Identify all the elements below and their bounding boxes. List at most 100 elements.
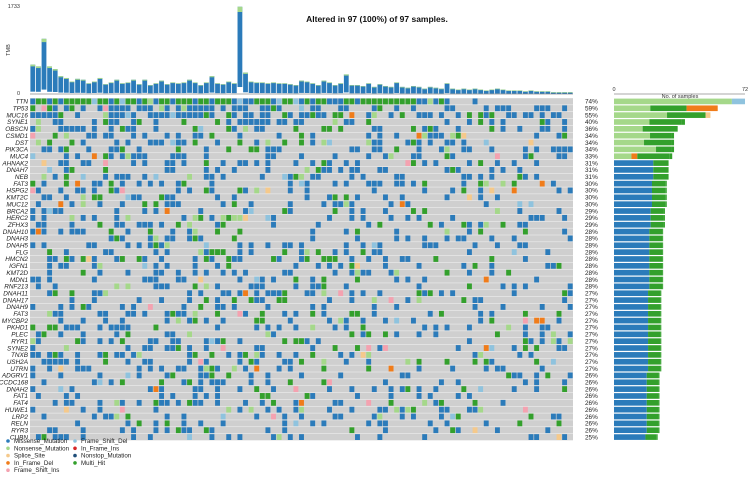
mutation-cell: [63, 146, 69, 153]
mutation-cell: [259, 276, 265, 283]
tmb-bar: [411, 85, 416, 94]
mutation-cell: [394, 406, 400, 413]
mutation-cell: [360, 331, 366, 338]
mutation-cell: [562, 290, 568, 297]
mutation-cell: [276, 105, 282, 112]
mutation-cell: [103, 317, 109, 324]
tmb-bar-cap: [282, 83, 288, 84]
mutation-cell: [271, 256, 276, 262]
side-bar-segment: [658, 400, 660, 406]
mutation-cell: [52, 324, 58, 331]
side-bar-segment: [614, 338, 649, 344]
mutation-cell: [265, 290, 271, 297]
tmb-bar-cap: [461, 88, 467, 90]
mutation-cell: [75, 125, 81, 132]
mutation-cell: [231, 214, 237, 221]
mutation-cell: [80, 317, 86, 324]
tmb-bar-cap: [511, 90, 517, 92]
mutation-cell: [327, 256, 332, 262]
mutation-cell: [58, 310, 64, 317]
mutation-cell: [30, 132, 36, 139]
mutation-cell: [187, 317, 192, 324]
mutation-cell: [461, 297, 467, 303]
mutation-cell: [405, 297, 411, 303]
mutation-cell: [35, 276, 41, 283]
mutation-cell: [534, 434, 540, 440]
mutation-cell: [181, 98, 187, 105]
mutation-cell: [41, 180, 47, 187]
tmb-bar-cap: [248, 81, 254, 83]
side-bar-segment: [648, 352, 661, 358]
mutation-cell: [198, 420, 204, 427]
mutation-cell: [164, 249, 170, 256]
mutation-cell: [293, 351, 299, 358]
mutation-cell: [304, 187, 310, 194]
mutation-cell: [360, 324, 366, 331]
mutation-cell: [80, 160, 86, 166]
mutation-cell: [483, 221, 489, 228]
mutation-cell: [271, 290, 276, 297]
mutation-cell: [327, 160, 332, 166]
mutation-cell: [321, 98, 327, 105]
mutation-cell: [338, 290, 344, 297]
tmb-bar: [41, 38, 47, 90]
mutation-cell: [209, 105, 215, 112]
mutation-cell: [35, 351, 41, 358]
mutation-cell: [299, 242, 304, 249]
mutation-cell: [327, 139, 332, 146]
mutation-cell: [282, 98, 288, 105]
mutation-cell: [539, 125, 545, 132]
mutation-cell: [97, 180, 103, 187]
percent-label: 26%: [585, 380, 598, 387]
side-bar-segment: [646, 400, 659, 406]
mutation-cell: [136, 146, 142, 153]
mutation-cell: [175, 139, 181, 146]
mutation-cell: [366, 221, 372, 228]
mutation-cell: [103, 167, 109, 173]
mutation-cell: [287, 365, 293, 372]
mutation-cell: [466, 406, 472, 413]
mutation-cell: [243, 399, 248, 406]
mutation-cell: [388, 214, 394, 221]
mutation-cell: [450, 167, 456, 173]
mutation-cell: [327, 379, 332, 386]
mutation-cell: [63, 249, 69, 256]
tmb-bar-cap: [517, 90, 523, 92]
mutation-cell: [461, 235, 467, 242]
gene-label: TNXB: [11, 352, 29, 359]
mutation-cell: [355, 98, 360, 105]
mutation-cell: [455, 379, 461, 386]
mutation-cell: [153, 338, 159, 345]
mutation-cell: [35, 434, 41, 440]
tmb-bar-cap: [35, 66, 41, 69]
mutation-cell: [248, 208, 254, 214]
mutation-cell: [332, 345, 338, 351]
tmb-bar-cap: [276, 83, 282, 84]
mutation-cell: [58, 351, 64, 358]
mutation-cell: [159, 98, 165, 105]
mutation-cell: [416, 386, 422, 393]
mutation-cell: [114, 351, 120, 358]
mutation-cell: [153, 406, 159, 413]
mutation-cell: [175, 153, 181, 160]
tmb-bars: [30, 6, 573, 95]
mutation-cell: [58, 365, 64, 372]
side-bar-segment: [662, 242, 664, 249]
tmb-bar: [545, 91, 551, 94]
mutation-cell: [226, 351, 232, 358]
mutation-cell: [422, 324, 428, 331]
side-bar-segment: [705, 112, 711, 118]
mutation-cell: [175, 187, 181, 194]
gene-label: HMCN2: [5, 256, 28, 263]
side-bar-segment: [660, 345, 662, 351]
tmb-bar: [416, 86, 422, 94]
mutation-cell: [147, 386, 153, 393]
mutation-cell: [455, 345, 461, 351]
mutation-cell: [91, 194, 97, 201]
mutation-cell: [131, 98, 137, 105]
mutation-cell: [164, 262, 170, 269]
mutation-cell: [58, 317, 64, 324]
mutation-cell: [483, 180, 489, 187]
mutation-cell: [394, 180, 400, 187]
mutation-cell: [114, 235, 120, 242]
